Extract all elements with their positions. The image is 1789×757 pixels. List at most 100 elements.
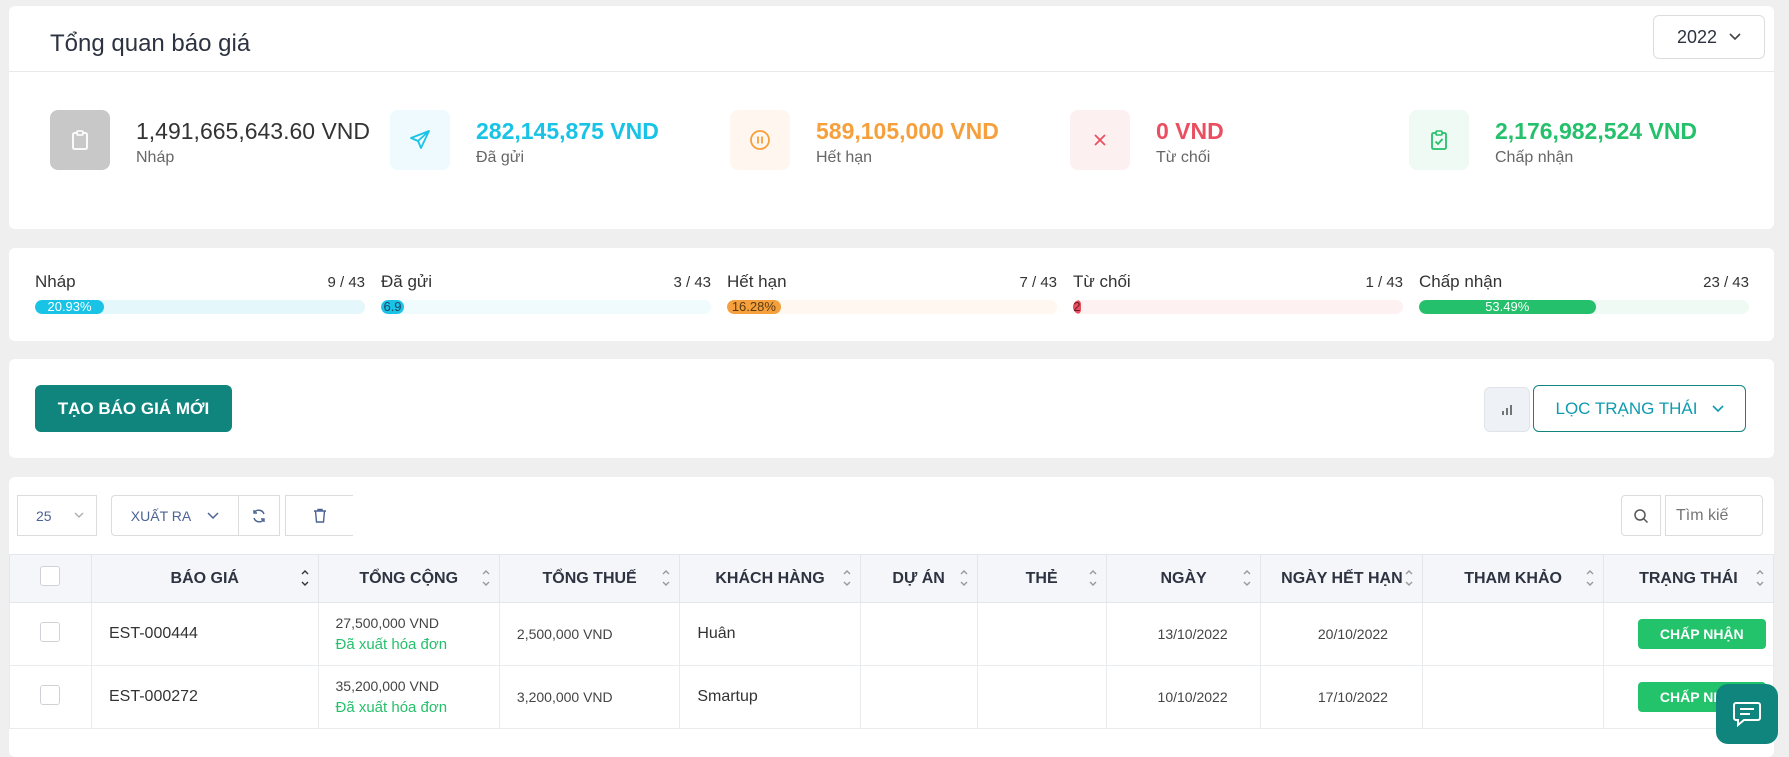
project-cell [859, 665, 978, 729]
column-header-expiry[interactable]: NGÀY HẾT HẠN [1260, 554, 1424, 603]
reload-button[interactable] [238, 495, 280, 536]
row-checkbox[interactable] [40, 622, 61, 642]
quote-code[interactable]: EST-000444 [90, 602, 319, 666]
select-all-checkbox[interactable] [40, 566, 61, 586]
page-size-value: 25 [36, 507, 52, 524]
stat-accepted: 2,176,982,524 VND Chấp nhận [1409, 110, 1729, 170]
search-input[interactable] [1665, 495, 1763, 536]
search-button[interactable] [1621, 495, 1661, 536]
export-label: XUẤT RA [130, 507, 192, 524]
tags-cell [976, 665, 1107, 729]
reference-cell [1422, 665, 1604, 729]
total-cell: 27,500,000 VND Đã xuất hóa đơn [317, 602, 500, 666]
sort-icon [662, 570, 670, 586]
stat-rejected: 0 VND Từ chối [1070, 110, 1360, 170]
progress-track: 53.49% [1419, 300, 1749, 314]
progress-track: 16.28% [727, 300, 1057, 314]
year-select[interactable]: 2022 [1653, 15, 1765, 59]
stat-amount: 2,176,982,524 VND [1495, 118, 1698, 144]
invoice-note: Đã xuất hóa đơn [335, 636, 448, 653]
column-header-tax[interactable]: TỔNG THUẾ [498, 554, 681, 603]
chat-icon [1733, 702, 1761, 728]
chevron-down-icon [1729, 33, 1741, 41]
stat-label: Từ chối [1156, 149, 1211, 166]
expiry-cell: 20/10/2022 [1260, 602, 1424, 666]
tags-cell [976, 602, 1107, 666]
status-cell: CHẤP NHẬN [1602, 602, 1775, 666]
chevron-down-icon [74, 512, 84, 518]
sort-icon [482, 570, 490, 586]
page-size-select[interactable]: 25 [17, 495, 97, 536]
create-quote-button[interactable]: TẠO BÁO GIÁ MỚI [35, 385, 232, 432]
stat-label: Nháp [136, 149, 175, 166]
progress-track: 6.9 [381, 300, 711, 314]
chat-button[interactable] [1716, 684, 1778, 744]
progress-fill: 2 [1073, 300, 1081, 314]
stat-label: Chấp nhận [1495, 149, 1574, 166]
progress-fill: 20.93% [35, 300, 105, 314]
status-badge[interactable]: CHẤP NHẬN [1637, 619, 1766, 649]
progress-label: Nháp [35, 272, 76, 291]
stat-label: Hết hạn [816, 149, 873, 166]
tax-cell: 3,200,000 VND [498, 665, 681, 729]
export-button[interactable]: XUẤT RA [111, 495, 239, 536]
stat-amount: 589,105,000 VND [816, 118, 999, 144]
chevron-down-icon [1711, 404, 1724, 412]
progress-label: Đã gửi [381, 272, 433, 291]
progress-count: 9 / 43 [327, 274, 365, 291]
progress-count: 3 / 43 [673, 274, 711, 291]
column-header-status[interactable]: TRẠNG THÁI [1602, 554, 1775, 603]
stat-label: Đã gửi [476, 149, 525, 166]
progress-fill: 53.49% [1419, 300, 1596, 314]
column-header-customer[interactable]: KHÁCH HÀNG [679, 554, 861, 603]
status-filter-button[interactable]: LỌC TRẠNG THÁI [1533, 385, 1746, 432]
clipboard-check-icon [1409, 110, 1469, 170]
total-cell: 35,200,000 VND Đã xuất hóa đơn [317, 665, 500, 729]
stat-sent: 282,145,875 VND Đã gửi [390, 110, 680, 170]
column-header-tags[interactable]: THẺ [976, 554, 1107, 603]
sort-icon [843, 570, 851, 586]
progress-track: 2 [1073, 300, 1403, 314]
stat-amount: 282,145,875 VND [476, 118, 659, 144]
actions-card: TẠO BÁO GIÁ MỚI LỌC TRẠNG THÁI [9, 359, 1774, 458]
project-cell [859, 602, 978, 666]
bulk-delete-button[interactable] [285, 495, 353, 536]
row-select-cell [9, 665, 92, 729]
total-amount: 35,200,000 VND [335, 678, 440, 694]
column-header-quote[interactable]: BÁO GIÁ [90, 554, 319, 603]
year-value: 2022 [1676, 26, 1718, 47]
sort-icon [301, 570, 308, 586]
column-header-project[interactable]: DỰ ÁN [859, 554, 978, 603]
stat-draft: 1,491,665,643.60 VND Nháp [50, 110, 370, 170]
chart-toggle-button[interactable] [1484, 387, 1530, 432]
trash-icon [313, 508, 326, 523]
quote-code[interactable]: EST-000272 [90, 665, 319, 729]
customer-cell[interactable]: Huân [679, 602, 861, 666]
sort-icon [1586, 570, 1594, 586]
divider [9, 71, 1774, 72]
customer-cell[interactable]: Smartup [679, 665, 861, 729]
sort-icon [1243, 570, 1251, 586]
row-select-cell [9, 602, 92, 666]
column-header-total[interactable]: TỔNG CỘNG [317, 554, 500, 603]
table-row[interactable]: EST-000272 35,200,000 VND Đã xuất hóa đơ… [9, 665, 1775, 729]
clipboard-icon [50, 110, 110, 170]
progress-count: 23 / 43 [1703, 274, 1749, 291]
date-cell: 10/10/2022 [1105, 665, 1262, 729]
table-header-row: BÁO GIÁ TỔNG CỘNG TỔNG THUẾ KHÁCH HÀNG D… [9, 554, 1775, 603]
close-icon [1070, 110, 1130, 170]
stat-amount: 1,491,665,643.60 VND [136, 118, 371, 144]
refresh-icon [253, 509, 265, 522]
status-filter-label: LỌC TRẠNG THÁI [1555, 398, 1698, 418]
search-icon [1634, 508, 1649, 523]
date-cell: 13/10/2022 [1105, 602, 1262, 666]
progress-count: 1 / 43 [1365, 274, 1403, 291]
table-row[interactable]: EST-000444 27,500,000 VND Đã xuất hóa đơ… [9, 602, 1775, 666]
column-header-reference[interactable]: THAM KHẢO [1422, 554, 1604, 603]
progress-label: Từ chối [1073, 272, 1131, 291]
progress-count: 7 / 43 [1019, 274, 1057, 291]
column-header-date[interactable]: NGÀY [1105, 554, 1262, 603]
expiry-cell: 17/10/2022 [1260, 665, 1424, 729]
row-checkbox[interactable] [40, 685, 61, 705]
progress-fill: 6.9 [381, 300, 405, 314]
